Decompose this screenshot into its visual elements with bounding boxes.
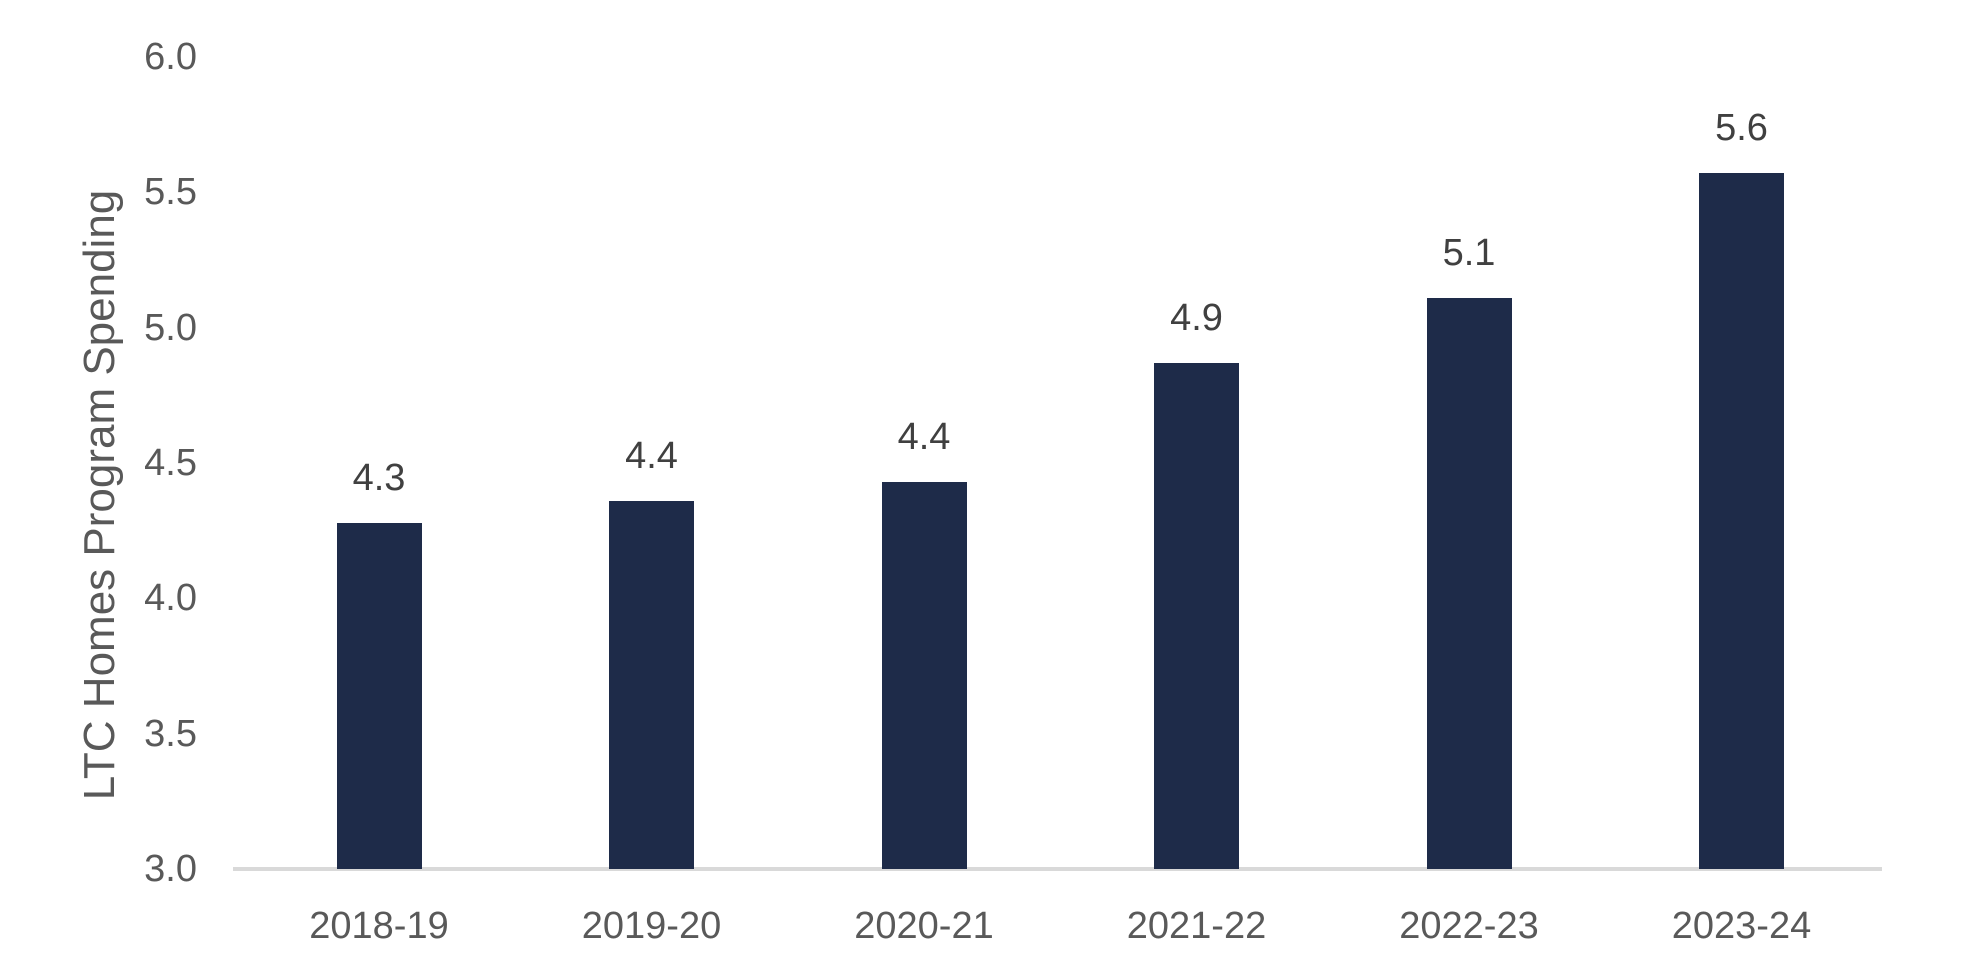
bar-value-label: 4.9 (1170, 296, 1223, 339)
y-tick-label: 3.5 (144, 712, 197, 755)
y-axis-title: LTC Homes Program Spending (75, 189, 124, 801)
y-tick-label: 5.0 (144, 306, 197, 349)
bar-value-label: 4.3 (352, 456, 406, 499)
x-tick-label: 2023-24 (1671, 905, 1812, 947)
bar (1426, 297, 1512, 869)
bar (881, 481, 967, 869)
bar (1154, 362, 1239, 869)
x-tick-label: 2019-20 (581, 905, 722, 947)
y-tick-label: 5.5 (144, 171, 197, 214)
bar (609, 500, 694, 869)
x-tick-label: 2022-23 (1399, 905, 1539, 947)
x-tick-label: 2018-19 (309, 905, 449, 947)
bar (336, 522, 422, 869)
x-axis-line (233, 867, 1882, 871)
x-tick-label: 2021-22 (1126, 905, 1267, 947)
bar-value-label: 4.4 (625, 434, 678, 477)
bar-value-label: 5.6 (1715, 107, 1768, 150)
bar-value-label: 4.4 (897, 415, 951, 458)
y-tick-label: 4.5 (144, 441, 197, 484)
y-tick-label: 6.0 (144, 35, 197, 78)
y-tick-label: 4.0 (144, 577, 197, 620)
bar (1699, 173, 1784, 869)
bar-value-label: 5.1 (1442, 231, 1496, 274)
y-tick-label: 3.0 (144, 848, 197, 890)
x-tick-label: 2020-21 (854, 905, 994, 947)
